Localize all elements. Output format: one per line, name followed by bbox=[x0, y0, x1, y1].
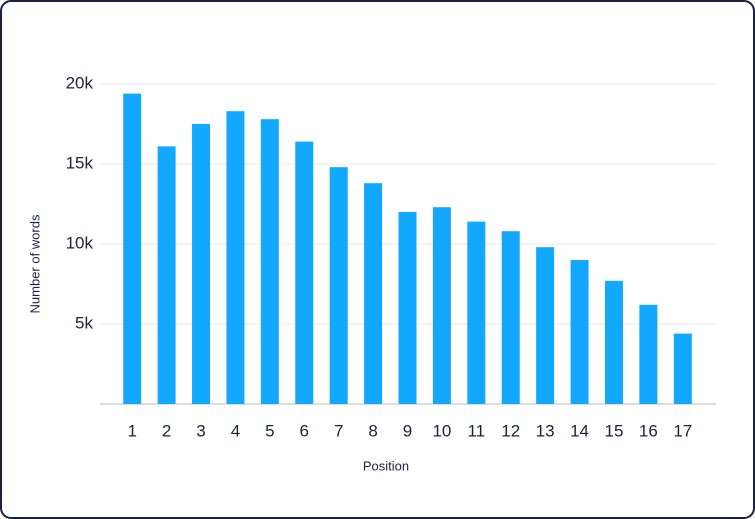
x-tick-label: 6 bbox=[300, 421, 309, 440]
y-tick-label: 15k bbox=[66, 153, 94, 172]
x-tick-label: 4 bbox=[231, 421, 240, 440]
bar bbox=[432, 207, 451, 404]
bar bbox=[639, 304, 658, 404]
x-tick-label: 9 bbox=[403, 421, 412, 440]
bar bbox=[501, 231, 520, 404]
bar bbox=[157, 146, 176, 404]
bar bbox=[570, 260, 589, 404]
x-tick-label: 1 bbox=[127, 421, 136, 440]
x-tick-label: 12 bbox=[501, 421, 520, 440]
bar bbox=[123, 93, 142, 404]
x-tick-label: 13 bbox=[536, 421, 555, 440]
bar bbox=[192, 124, 211, 404]
bar bbox=[364, 183, 383, 404]
x-tick-label: 7 bbox=[334, 421, 343, 440]
bar bbox=[467, 221, 486, 404]
bar bbox=[329, 167, 348, 404]
bar bbox=[260, 119, 279, 404]
x-tick-label: 3 bbox=[196, 421, 205, 440]
x-tick-label: 14 bbox=[570, 421, 589, 440]
bar bbox=[295, 141, 314, 404]
x-tick-label: 11 bbox=[467, 421, 485, 440]
bar bbox=[398, 212, 417, 404]
x-tick-label: 5 bbox=[265, 421, 274, 440]
y-tick-label: 10k bbox=[66, 233, 94, 252]
x-tick-label: 2 bbox=[162, 421, 171, 440]
y-axis-title: Number of words bbox=[27, 214, 42, 313]
x-tick-label: 10 bbox=[432, 421, 451, 440]
bar bbox=[226, 111, 245, 404]
bar bbox=[673, 333, 692, 404]
x-tick-label: 15 bbox=[605, 421, 624, 440]
y-tick-label: 20k bbox=[66, 73, 94, 92]
y-tick-label: 5k bbox=[75, 313, 93, 332]
bar bbox=[604, 280, 623, 404]
x-axis-title: Position bbox=[363, 458, 409, 473]
x-tick-label: 17 bbox=[673, 421, 692, 440]
x-tick-label: 16 bbox=[639, 421, 658, 440]
bar bbox=[536, 247, 555, 404]
x-tick-label: 8 bbox=[368, 421, 377, 440]
